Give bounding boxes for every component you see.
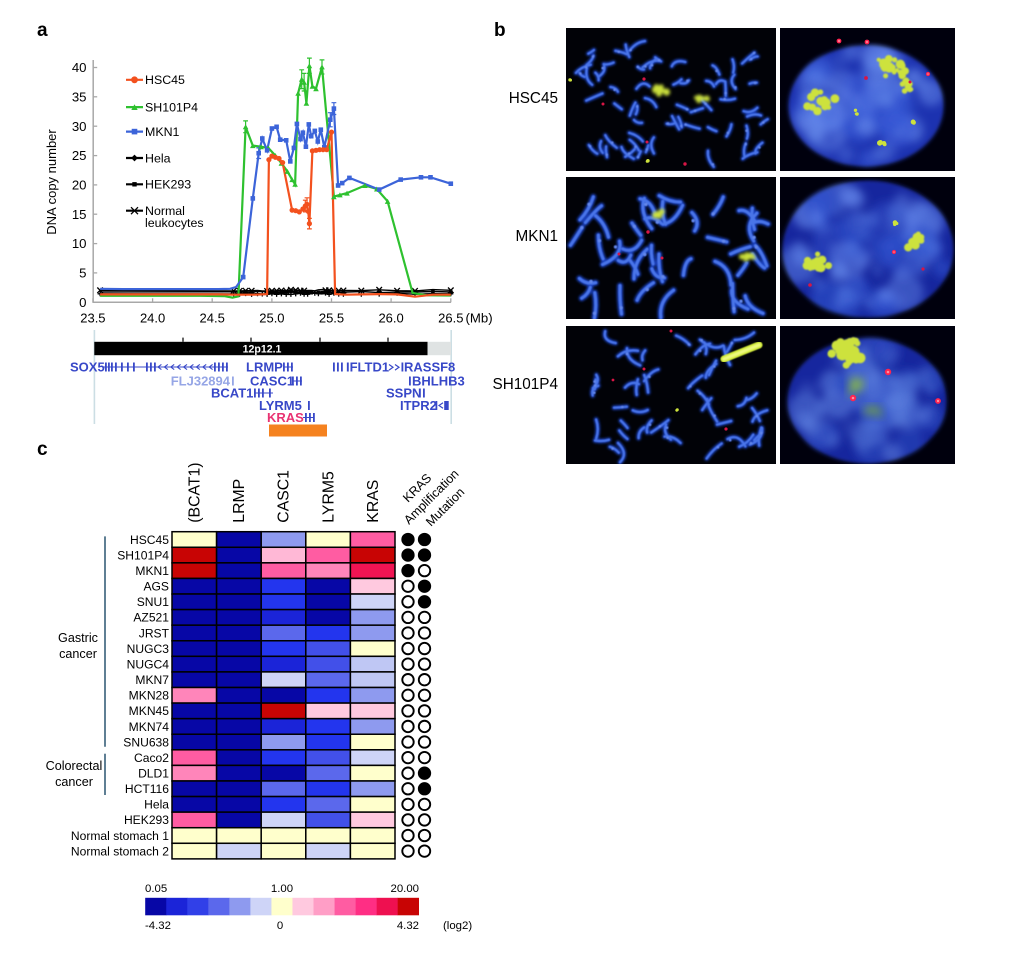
svg-text:BCAT1: BCAT1 bbox=[211, 386, 253, 401]
svg-text:MKN1: MKN1 bbox=[145, 125, 180, 139]
svg-text:1.00: 1.00 bbox=[271, 883, 293, 895]
svg-text:IFLTD1: IFLTD1 bbox=[346, 360, 389, 375]
svg-text:26.5: 26.5 bbox=[438, 311, 463, 326]
svg-text:HEK293: HEK293 bbox=[124, 813, 169, 827]
svg-text:Normal stomach 2: Normal stomach 2 bbox=[71, 844, 169, 858]
svg-text:MKN7: MKN7 bbox=[135, 673, 169, 687]
svg-text:CASC1: CASC1 bbox=[276, 470, 293, 523]
svg-text:Normal stomach 1: Normal stomach 1 bbox=[71, 829, 169, 843]
svg-text:35: 35 bbox=[72, 89, 87, 104]
svg-text:SSPN: SSPN bbox=[386, 386, 421, 401]
svg-text:cancer: cancer bbox=[59, 647, 97, 661]
svg-text:NUGC4: NUGC4 bbox=[127, 657, 170, 671]
svg-text:40: 40 bbox=[72, 60, 87, 75]
svg-text:DLD1: DLD1 bbox=[138, 766, 169, 780]
svg-text:-4.32: -4.32 bbox=[145, 920, 171, 932]
svg-text:Hela: Hela bbox=[144, 798, 169, 812]
svg-text:LYRM5: LYRM5 bbox=[320, 471, 337, 523]
svg-text:CASC1: CASC1 bbox=[250, 374, 294, 389]
svg-text:25.0: 25.0 bbox=[259, 311, 284, 326]
svg-text:JRST: JRST bbox=[139, 626, 170, 640]
svg-text:30: 30 bbox=[72, 119, 87, 134]
svg-text:cancer: cancer bbox=[55, 775, 93, 789]
svg-text:0.05: 0.05 bbox=[145, 883, 167, 895]
svg-text:24.5: 24.5 bbox=[200, 311, 225, 326]
svg-text:23.5: 23.5 bbox=[80, 311, 105, 326]
svg-text:AZ521: AZ521 bbox=[133, 611, 169, 625]
svg-text:SOX5: SOX5 bbox=[70, 360, 105, 375]
svg-text:MKN45: MKN45 bbox=[129, 704, 170, 718]
svg-text:26.0: 26.0 bbox=[378, 311, 403, 326]
svg-text:20: 20 bbox=[72, 178, 87, 193]
svg-text:FLJ32894: FLJ32894 bbox=[171, 374, 231, 389]
svg-text:Normal: Normal bbox=[145, 204, 185, 218]
svg-text:SNU638: SNU638 bbox=[123, 735, 169, 749]
svg-text:HCT116: HCT116 bbox=[125, 782, 169, 796]
svg-text:HSC45: HSC45 bbox=[130, 533, 169, 547]
svg-text:4.32: 4.32 bbox=[397, 920, 419, 932]
svg-text:Hela: Hela bbox=[145, 151, 171, 165]
svg-text:KRAS: KRAS bbox=[267, 410, 304, 425]
svg-text:25: 25 bbox=[72, 148, 87, 163]
svg-text:20.00: 20.00 bbox=[390, 883, 419, 895]
svg-text:HSC45: HSC45 bbox=[145, 73, 185, 87]
svg-text:24.0: 24.0 bbox=[140, 311, 165, 326]
svg-text:LRMP: LRMP bbox=[231, 479, 248, 523]
svg-text:DNA copy number: DNA copy number bbox=[44, 129, 59, 235]
svg-text:SH101P4: SH101P4 bbox=[117, 548, 169, 562]
svg-text:SH101P4: SH101P4 bbox=[145, 101, 198, 115]
svg-text:0: 0 bbox=[277, 920, 283, 932]
svg-text:BHLHB3: BHLHB3 bbox=[412, 374, 465, 389]
svg-text:KRAS: KRAS bbox=[365, 480, 382, 523]
svg-text:Caco2: Caco2 bbox=[134, 751, 169, 765]
svg-text:SNU1: SNU1 bbox=[137, 595, 170, 609]
svg-text:15: 15 bbox=[72, 207, 87, 222]
svg-text:NUGC3: NUGC3 bbox=[127, 642, 170, 656]
svg-text:ITPR2: ITPR2 bbox=[400, 398, 437, 413]
svg-text:MKN28: MKN28 bbox=[129, 689, 170, 703]
svg-text:MKN74: MKN74 bbox=[129, 720, 170, 734]
svg-text:Colorectal: Colorectal bbox=[46, 759, 103, 773]
svg-text:RASSF8: RASSF8 bbox=[404, 360, 455, 375]
svg-text:0: 0 bbox=[79, 295, 86, 310]
svg-text:10: 10 bbox=[72, 236, 87, 251]
svg-text:MKN1: MKN1 bbox=[135, 564, 169, 578]
svg-text:HEK293: HEK293 bbox=[145, 178, 191, 192]
svg-text:leukocytes: leukocytes bbox=[145, 216, 204, 230]
svg-text:25.5: 25.5 bbox=[319, 311, 344, 326]
svg-text:(Mb): (Mb) bbox=[466, 311, 493, 326]
svg-text:AGS: AGS bbox=[143, 580, 169, 594]
svg-text:Gastric: Gastric bbox=[58, 631, 98, 645]
svg-text:(log2): (log2) bbox=[443, 920, 472, 932]
svg-text:LYRM5: LYRM5 bbox=[259, 398, 302, 413]
svg-text:5: 5 bbox=[79, 266, 86, 281]
svg-text:12p12.1: 12p12.1 bbox=[243, 344, 282, 356]
svg-text:LRMP: LRMP bbox=[246, 360, 283, 375]
svg-text:(BCAT1): (BCAT1) bbox=[187, 462, 204, 522]
